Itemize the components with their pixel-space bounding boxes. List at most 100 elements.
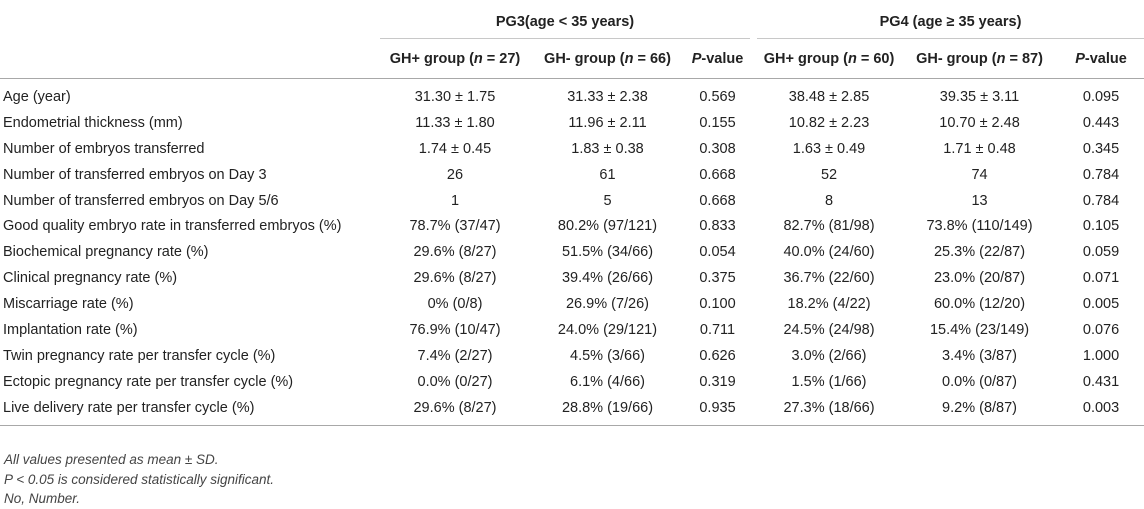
cell-pg4-gh-plus: 40.0% (24/60): [783, 244, 875, 261]
cell-pg4-gh-plus: 1.63 ± 0.49: [792, 140, 866, 157]
cell-pg3-gh-plus: 29.6% (8/27): [413, 244, 497, 261]
cell-pg4-gh-minus: 9.2% (8/87): [901, 394, 1059, 426]
cell-pg3-p-value: 0.668: [699, 192, 736, 209]
column-gap: [750, 38, 758, 79]
cell-pg4-p-value: 0.071: [1082, 270, 1120, 287]
cell-pg4-p-value: 0.105: [1082, 218, 1120, 235]
cell-pg3-gh-plus: 1.74 ± 0.45: [418, 140, 492, 157]
cell-pg4-gh-minus: 3.4% (3/87): [942, 347, 1017, 364]
table-row: Live delivery rate per transfer cycle (%…: [0, 394, 1144, 426]
table-row: Age (year) 31.30 ± 1.75 31.33 ± 2.38 0.569 3…: [0, 79, 1144, 110]
group-gap: [750, 6, 757, 39]
cell-pg3-gh-minus: 28.8% (19/66): [530, 394, 685, 426]
cell-pg4-p-value: 0.076: [1082, 321, 1120, 338]
cell-pg4-gh-plus: 52: [820, 166, 838, 183]
column-header-pg3-gh-plus: GH+ group (n = 27): [380, 38, 530, 79]
table-row: Endometrial thickness (mm) 11.33 ± 1.80 11…: [0, 110, 1144, 136]
row-label: Biochemical pregnancy rate (%): [3, 244, 209, 261]
group-header-row: PG3(age < 35 years) PG4 (age ≥ 35 years): [0, 6, 1144, 39]
cell-pg4-p-value: 0.784: [1082, 166, 1120, 183]
cell-pg4-gh-plus: 27.3% (18/66): [757, 394, 902, 426]
row-label: Clinical pregnancy rate (%): [3, 270, 178, 287]
cell-pg4-gh-minus: 73.8% (110/149): [926, 218, 1033, 235]
column-gap: [750, 79, 757, 110]
cell-pg3-p-value: 0.155: [699, 114, 736, 131]
row-label: Twin pregnancy rate per transfer cycle (…: [3, 347, 276, 364]
cell-pg4-gh-minus: 10.70 ± 2.48: [939, 114, 1020, 131]
table-row: Number of embryos transferred 1.74 ± 0.45…: [0, 136, 1144, 162]
results-table: PG3(age < 35 years) PG4 (age ≥ 35 years)…: [0, 6, 1144, 426]
cell-pg3-p-value: 0.054: [699, 244, 736, 261]
cell-pg3-gh-plus: 31.30 ± 1.75: [414, 88, 496, 105]
cell-pg4-gh-minus: 0.0% (0/87): [942, 373, 1017, 390]
cell-pg4-p-value: 0.059: [1082, 244, 1120, 261]
cell-pg4-p-value: 1.000: [1082, 347, 1120, 364]
cell-pg4-gh-minus: 74: [971, 166, 988, 183]
cell-pg3-gh-minus: 1.83 ± 0.38: [571, 140, 644, 157]
cell-pg4-gh-plus: 1.5% (1/66): [791, 373, 867, 390]
cell-pg3-gh-minus: 4.5% (3/66): [570, 347, 645, 364]
column-header-pg4-gh-minus: GH- group (n = 87): [901, 38, 1059, 79]
cell-pg3-gh-plus: 7.4% (2/27): [417, 347, 493, 364]
cell-pg3-gh-minus: 5: [603, 192, 612, 209]
cell-pg4-p-value: 0.003: [1058, 394, 1144, 426]
cell-pg3-gh-minus: 39.4% (26/66): [561, 270, 654, 287]
cell-pg4-gh-minus: 23.0% (20/87): [933, 270, 1026, 287]
cell-pg4-gh-minus: 25.3% (22/87): [933, 244, 1026, 261]
cell-pg3-gh-plus: 1: [450, 192, 460, 209]
cell-pg4-gh-plus: 18.2% (4/22): [787, 296, 871, 313]
cell-pg3-gh-minus: 26.9% (7/26): [565, 296, 650, 313]
cell-pg4-p-value: 0.443: [1082, 114, 1120, 131]
cell-pg4-p-value: 0.431: [1082, 373, 1120, 390]
cell-pg3-p-value: 0.319: [699, 373, 736, 390]
cell-pg3-gh-minus: 51.5% (34/66): [561, 244, 654, 261]
column-gap: [750, 213, 757, 239]
cell-pg4-gh-plus: 8: [824, 192, 834, 209]
cell-pg4-gh-plus: 10.82 ± 2.23: [788, 114, 870, 131]
cell-pg4-gh-minus: 1.71 ± 0.48: [943, 140, 1016, 157]
column-gap: [750, 369, 757, 395]
cell-pg3-gh-minus: 61: [599, 166, 616, 183]
cell-pg3-p-value: 0.375: [699, 270, 736, 287]
column-gap: [750, 394, 758, 426]
column-gap: [750, 343, 757, 369]
cell-pg4-gh-minus: 39.35 ± 3.11: [939, 88, 1020, 105]
column-gap: [750, 265, 757, 291]
cell-pg3-gh-plus: 26: [446, 166, 464, 183]
cell-pg3-gh-plus: 0.0% (0/27): [417, 373, 493, 390]
column-gap: [750, 136, 757, 162]
cell-pg4-gh-minus: 60.0% (12/20): [933, 296, 1026, 313]
cell-pg4-p-value: 0.345: [1082, 140, 1120, 157]
cell-pg3-gh-minus: 24.0% (29/121): [557, 321, 658, 338]
cell-pg3-gh-plus: 29.6% (8/27): [380, 394, 530, 426]
header-blank-cell: [0, 6, 380, 39]
table-footnotes: All values presented as mean ± SD. P < 0…: [4, 450, 274, 509]
column-gap: [750, 291, 757, 317]
group-header-pg3: PG3(age < 35 years): [380, 6, 751, 39]
cell-pg3-p-value: 0.833: [699, 218, 736, 235]
cell-pg3-p-value: 0.569: [699, 88, 736, 105]
cell-pg4-gh-minus: 13: [971, 192, 988, 209]
cell-pg3-gh-minus: 31.33 ± 2.38: [567, 88, 648, 105]
cell-pg3-gh-plus: 11.33 ± 1.80: [415, 114, 495, 131]
row-label: Miscarriage rate (%): [3, 296, 134, 313]
cell-pg4-gh-plus: 24.5% (24/98): [783, 321, 875, 338]
cell-pg3-gh-plus: 78.7% (37/47): [409, 218, 501, 235]
table-row: Good quality embryo rate in transferred …: [0, 213, 1144, 239]
cell-pg4-p-value: 0.005: [1082, 296, 1120, 313]
cell-pg4-gh-plus: 36.7% (22/60): [783, 270, 875, 287]
cell-pg3-p-value: 0.711: [699, 321, 736, 338]
cell-pg3-p-value: 0.935: [685, 394, 751, 426]
row-label: Age (year): [3, 88, 71, 105]
cell-pg3-p-value: 0.308: [699, 140, 736, 157]
cell-pg3-gh-minus: 80.2% (97/121): [557, 218, 658, 235]
cell-pg4-gh-plus: 38.48 ± 2.85: [788, 88, 870, 105]
cell-pg3-p-value: 0.626: [699, 347, 736, 364]
cell-pg3-gh-minus: 11.96 ± 2.11: [568, 114, 647, 131]
column-gap: [750, 188, 757, 214]
column-header-pg3-p-value: P-value: [685, 38, 751, 79]
row-label: Implantation rate (%): [3, 321, 138, 338]
group-header-pg4: PG4 (age ≥ 35 years): [757, 6, 1144, 39]
column-gap: [750, 110, 757, 136]
table-row: Twin pregnancy rate per transfer cycle (…: [0, 343, 1144, 369]
